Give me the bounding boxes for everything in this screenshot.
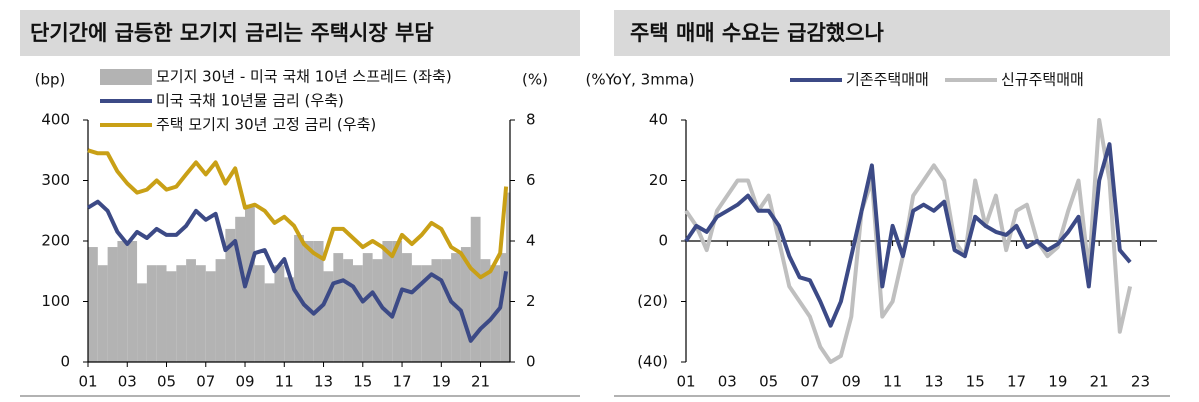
y2-tick-label: 6 xyxy=(526,171,536,189)
x-tick-label: 11 xyxy=(275,373,294,391)
y-axis-label: (bp) xyxy=(35,71,66,89)
bar xyxy=(506,192,510,362)
x-tick-label: 07 xyxy=(196,373,215,391)
y2-tick-label: 8 xyxy=(526,111,536,129)
bar xyxy=(97,265,108,362)
x-tick-label: 03 xyxy=(118,373,137,391)
title-bar xyxy=(614,10,1170,56)
x-tick-label: 21 xyxy=(471,373,490,391)
bar xyxy=(372,259,383,362)
y2-tick-label: 0 xyxy=(526,353,536,371)
x-tick-label: 15 xyxy=(353,373,372,391)
series-line xyxy=(86,199,509,343)
x-tick-label: 17 xyxy=(1007,373,1026,391)
bar xyxy=(460,247,471,362)
bar xyxy=(431,259,442,362)
bar xyxy=(343,259,353,362)
bar xyxy=(215,259,226,362)
x-tick-label: 05 xyxy=(759,373,778,391)
bar xyxy=(500,253,510,362)
x-tick-label: 13 xyxy=(314,373,333,391)
bar xyxy=(264,283,275,362)
chart-title: 단기간에 급등한 모기지 금리는 주택시장 부담 xyxy=(30,21,434,45)
bar xyxy=(254,265,265,362)
y-tick-label: 40 xyxy=(649,111,668,129)
y2-tick-label: 2 xyxy=(526,292,536,310)
legend-label: 모기지 30년 - 미국 국채 10년 스프레드 (좌축) xyxy=(156,68,452,86)
bar xyxy=(323,271,334,362)
bar xyxy=(303,241,314,362)
bar xyxy=(205,271,216,362)
legend-label: 미국 국채 10년물 금리 (우축) xyxy=(156,92,344,110)
bar xyxy=(421,265,432,362)
bar xyxy=(333,253,344,362)
y-tick-label: 100 xyxy=(41,292,70,310)
bar xyxy=(127,241,138,362)
y-tick-label: 400 xyxy=(41,111,70,129)
chart-title: 주택 매매 수요는 급감했으나 xyxy=(630,21,884,45)
bar xyxy=(166,271,177,362)
legend-swatch xyxy=(100,69,152,85)
bar xyxy=(235,216,246,362)
bar xyxy=(411,265,422,362)
x-tick-label: 09 xyxy=(235,373,254,391)
bar xyxy=(382,241,393,362)
bar xyxy=(88,247,98,362)
bar xyxy=(313,241,324,362)
x-tick-label: 15 xyxy=(966,373,985,391)
y-tick-label: 20 xyxy=(649,171,668,189)
bar xyxy=(146,265,157,362)
series-line xyxy=(684,142,1132,328)
bar xyxy=(186,259,196,362)
bar xyxy=(245,204,255,362)
bar xyxy=(225,228,236,362)
x-tick-label: 19 xyxy=(1048,373,1067,391)
y-tick-label: (20) xyxy=(637,292,668,310)
x-tick-label: 11 xyxy=(883,373,902,391)
title-bar xyxy=(20,10,580,56)
bar xyxy=(176,265,187,362)
x-tick-label: 17 xyxy=(392,373,411,391)
bar xyxy=(137,283,147,362)
bar xyxy=(195,265,206,362)
bar xyxy=(480,259,491,362)
bar xyxy=(352,265,363,362)
y-tick-label: 0 xyxy=(60,353,70,371)
bar xyxy=(441,259,452,362)
bar xyxy=(362,253,373,362)
bar xyxy=(117,241,128,362)
x-tick-label: 19 xyxy=(432,373,451,391)
bar xyxy=(156,265,167,362)
y-tick-label: 300 xyxy=(41,171,70,189)
x-tick-label: 01 xyxy=(78,373,97,391)
y-tick-label: 0 xyxy=(658,232,668,250)
x-tick-label: 21 xyxy=(1090,373,1109,391)
x-tick-label: 13 xyxy=(924,373,943,391)
bar xyxy=(107,247,118,362)
bar xyxy=(284,277,295,362)
series-line xyxy=(87,148,509,280)
bar xyxy=(470,216,481,362)
bar xyxy=(402,253,412,362)
x-tick-label: 23 xyxy=(1131,373,1150,391)
legend-label: 주택 모기지 30년 고정 금리 (우축) xyxy=(156,116,376,134)
legend-label: 신규주택매매 xyxy=(1001,71,1084,89)
x-tick-label: 09 xyxy=(842,373,861,391)
bar xyxy=(274,265,285,362)
y2-tick-label: 4 xyxy=(526,232,536,250)
y-tick-label: (40) xyxy=(637,353,668,371)
y2-axis-label: (%) xyxy=(522,71,548,89)
x-tick-label: 07 xyxy=(800,373,819,391)
x-tick-label: 05 xyxy=(157,373,176,391)
y-axis-label: (%YoY, 3mma) xyxy=(586,71,695,89)
x-tick-label: 01 xyxy=(676,373,695,391)
y-tick-label: 200 xyxy=(41,232,70,250)
x-tick-label: 03 xyxy=(718,373,737,391)
legend-label: 기존주택매매 xyxy=(846,71,929,89)
